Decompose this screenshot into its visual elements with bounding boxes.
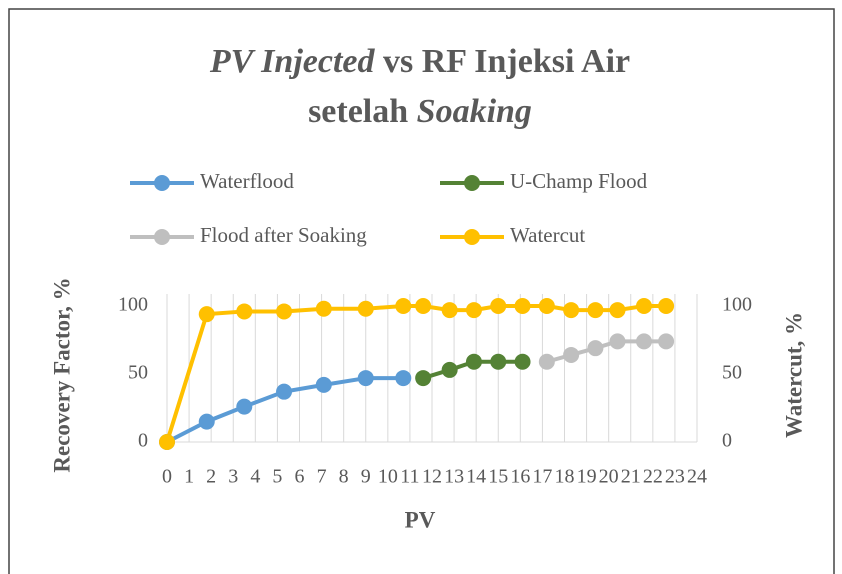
x-tick-label: 13 (444, 466, 464, 488)
y2-tick-label: 50 (722, 362, 742, 384)
x-tick-label: 15 (488, 466, 508, 488)
x-tick-label: 0 (162, 466, 172, 488)
x-axis-label: PV (405, 507, 436, 532)
x-tick-label: 2 (206, 466, 216, 488)
y2-tick-label: 100 (722, 294, 752, 316)
y-tick-label: 100 (118, 294, 148, 316)
data-point (636, 298, 652, 314)
x-tick-label: 3 (228, 466, 238, 488)
data-point (315, 376, 332, 393)
data-point (587, 302, 604, 319)
legend-label: Waterflood (200, 169, 294, 193)
title-segment: vs RF Injeksi Air (374, 43, 630, 80)
data-point (236, 398, 253, 415)
x-tick-label: 1 (184, 466, 194, 488)
data-point (609, 302, 626, 319)
x-tick-label: 20 (599, 466, 619, 488)
data-point (441, 361, 458, 378)
data-point (609, 333, 626, 350)
x-tick-label: 6 (295, 466, 305, 488)
title-segment: Soaking (417, 93, 532, 130)
legend-marker (464, 175, 480, 191)
x-tick-label: 18 (555, 466, 575, 488)
legend-label: Watercut (510, 223, 585, 247)
title-segment: setelah (308, 93, 417, 130)
legend-marker (154, 229, 170, 245)
x-tick-label: 21 (621, 466, 641, 488)
legend-marker (464, 229, 480, 245)
data-point (465, 302, 482, 319)
data-point (563, 302, 580, 319)
data-point (514, 298, 531, 314)
data-point (636, 333, 652, 350)
x-tick-label: 17 (532, 466, 552, 488)
data-point (490, 298, 507, 314)
x-tick-label: 14 (466, 466, 486, 488)
y2-tick-label: 0 (722, 430, 732, 452)
y-tick-label: 0 (138, 430, 148, 452)
data-point (538, 353, 555, 370)
x-tick-label: 7 (317, 466, 327, 488)
y2-axis-label: Watercut, % (781, 312, 806, 438)
data-point (357, 300, 374, 317)
x-tick-label: 9 (361, 466, 371, 488)
y-axis-label: Recovery Factor, % (49, 277, 74, 472)
data-point (395, 370, 412, 387)
data-point (198, 413, 215, 430)
data-point (441, 302, 458, 319)
data-point (395, 298, 412, 314)
x-tick-label: 11 (400, 466, 419, 488)
data-point (465, 353, 482, 370)
data-point (415, 370, 432, 387)
x-tick-label: 8 (339, 466, 349, 488)
x-tick-label: 5 (272, 466, 282, 488)
data-point (658, 333, 675, 350)
chart-title: setelah Soaking (308, 93, 532, 130)
data-point (514, 353, 531, 370)
x-tick-label: 12 (422, 466, 442, 488)
x-tick-label: 4 (250, 466, 260, 488)
data-point (236, 303, 253, 320)
data-point (563, 346, 580, 363)
title-segment: PV Injected (209, 43, 376, 80)
data-point (415, 298, 432, 314)
data-point (276, 383, 293, 400)
data-point (357, 370, 374, 387)
x-tick-label: 24 (687, 466, 707, 488)
data-point (587, 340, 604, 357)
data-point (315, 300, 332, 317)
legend-label: Flood after Soaking (200, 223, 367, 247)
chart-title: PV Injected vs RF Injeksi Air (209, 43, 630, 80)
legend-label: U-Champ Flood (510, 169, 648, 193)
legend-marker (154, 175, 170, 191)
x-tick-label: 10 (378, 466, 398, 488)
data-point (538, 298, 555, 314)
y-tick-label: 50 (128, 362, 148, 384)
x-tick-label: 23 (665, 466, 685, 488)
x-tick-label: 16 (510, 466, 530, 488)
data-point (658, 298, 675, 314)
data-point (490, 353, 507, 370)
chart-frame (8, 8, 835, 574)
x-tick-label: 19 (577, 466, 597, 488)
data-point (276, 303, 293, 320)
data-point (159, 434, 175, 450)
x-tick-label: 22 (643, 466, 663, 488)
data-point (198, 306, 215, 323)
